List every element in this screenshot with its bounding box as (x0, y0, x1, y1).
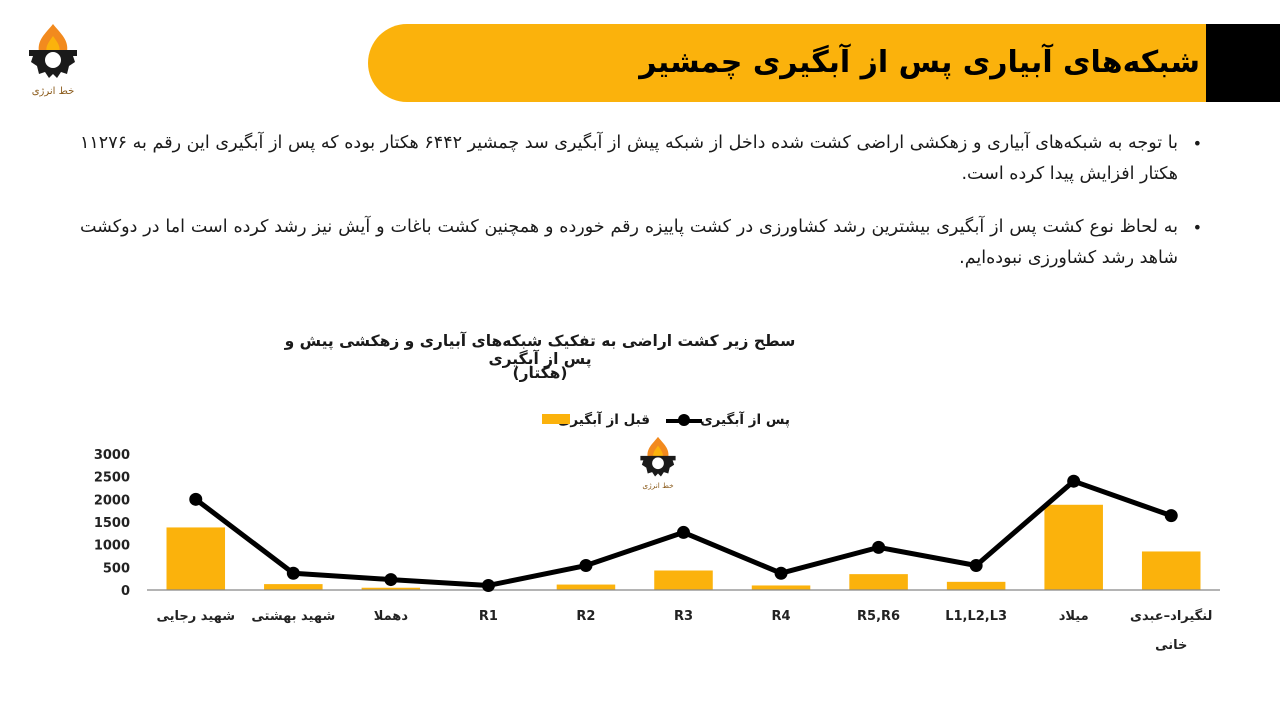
bar-before (1141, 551, 1201, 590)
x-tick-label: R5,R6 (857, 609, 900, 624)
bar-before (946, 581, 1006, 590)
legend-line-swatch (666, 414, 702, 426)
x-tick-label: میلاد (1059, 609, 1089, 624)
x-tick-label: R4 (772, 609, 791, 624)
legend-label-before: قبل از آبگیری (557, 412, 650, 428)
point-after (481, 578, 495, 592)
legend-bar-swatch (542, 414, 570, 424)
point-after (677, 525, 690, 539)
y-tick-label: 3000 (94, 448, 130, 463)
point-after (872, 540, 886, 554)
title-bar-end (1206, 24, 1280, 102)
bullet-item: • با توجه به شبکه‌های آبیاری و زهکشی ارا… (80, 128, 1220, 190)
x-tick-label: شهید رجایی (157, 609, 235, 624)
logo-icon: خط انرژی (22, 22, 84, 100)
bar-before (264, 584, 323, 590)
y-tick-label: 1500 (94, 516, 130, 531)
x-tick-label: لنگیراد–عبدی خانی (1130, 608, 1212, 653)
x-tick-label: دهملا (374, 609, 409, 624)
chart-subtitle: (هکتار) (512, 364, 568, 382)
bullet-item: • به لحاظ نوع کشت پس از آبگیری بیشترین ر… (80, 212, 1220, 274)
legend-item-after: پس از آبگیری (700, 408, 790, 432)
legend-label-after: پس از آبگیری (700, 412, 790, 428)
bullet-dot-icon: • (1192, 134, 1202, 153)
chart-logo-icon: خط انرژی (636, 435, 680, 493)
point-after (969, 559, 983, 573)
bullet-dot-icon: • (1192, 218, 1202, 237)
point-after (579, 559, 593, 573)
bar-before (166, 527, 226, 590)
x-tick-label: R1 (479, 609, 498, 624)
x-tick-label: L1,L2,L3 (945, 609, 1007, 624)
title-bar (368, 24, 1280, 102)
page-title: شبکه‌های آبیاری پس از آبگیری چمشیر (639, 45, 1200, 80)
legend-item-before: قبل از آبگیری (558, 408, 650, 432)
point-after (189, 492, 203, 506)
bar-before (654, 570, 713, 590)
svg-text:خط انرژی: خط انرژی (32, 86, 75, 97)
point-after (1067, 474, 1081, 488)
chart-title: سطح زیر کشت اراضی به تفکیک شبکه‌های آبیا… (284, 332, 796, 368)
bar-before (556, 584, 616, 590)
point-after (286, 566, 300, 580)
y-tick-label: 0 (121, 584, 130, 599)
y-tick-label: 2000 (94, 493, 130, 508)
bullet-text: به لحاظ نوع کشت پس از آبگیری بیشترین رشد… (80, 217, 1178, 268)
x-tick-label: R3 (674, 609, 693, 624)
bullet-list: • با توجه به شبکه‌های آبیاری و زهکشی ارا… (80, 128, 1220, 296)
y-tick-label: 1000 (94, 539, 130, 554)
bar-before (849, 574, 908, 590)
svg-text:خط انرژی: خط انرژی (642, 481, 673, 490)
point-after (774, 566, 788, 580)
x-tick-label: R2 (576, 609, 595, 624)
bullet-text: با توجه به شبکه‌های آبیاری و زهکشی اراضی… (80, 133, 1179, 184)
y-tick-label: 500 (103, 561, 130, 576)
bar-before (361, 587, 421, 590)
chart-legend: پس از آبگیری قبل از آبگیری (540, 408, 790, 432)
y-tick-label: 2500 (94, 471, 130, 486)
point-after (1164, 509, 1178, 523)
point-after (384, 573, 398, 587)
bar-before (751, 585, 811, 590)
x-tick-label: شهید بهشتی (251, 609, 335, 624)
bar-before (1044, 504, 1103, 590)
